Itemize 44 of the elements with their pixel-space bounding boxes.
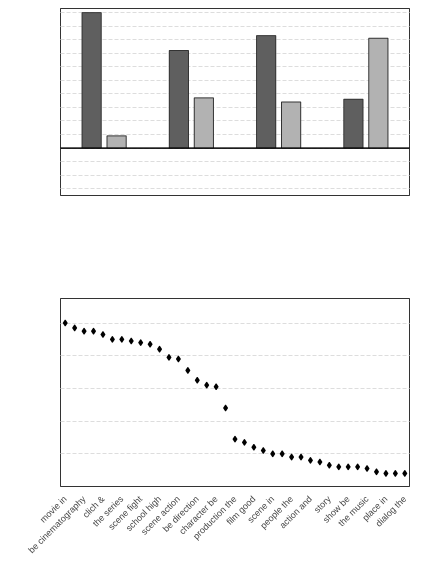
point	[110, 336, 115, 343]
bar	[106, 135, 127, 149]
point	[82, 328, 87, 335]
point	[364, 465, 370, 472]
point	[251, 444, 256, 451]
point	[138, 339, 144, 346]
point	[374, 468, 379, 476]
point	[166, 354, 172, 361]
point	[346, 463, 351, 470]
point	[176, 355, 181, 362]
point	[194, 376, 200, 384]
point	[326, 462, 332, 469]
bar	[82, 12, 102, 149]
point	[119, 336, 124, 343]
point	[280, 450, 285, 458]
point	[148, 340, 153, 348]
point	[317, 458, 322, 466]
point	[157, 346, 162, 353]
point	[383, 470, 388, 477]
point	[392, 470, 398, 477]
point	[308, 456, 313, 464]
point	[336, 463, 342, 470]
point	[91, 328, 96, 335]
point	[402, 470, 408, 477]
point	[242, 438, 247, 446]
point	[185, 366, 190, 374]
point	[62, 320, 68, 327]
bar	[256, 35, 276, 149]
bar	[368, 38, 388, 149]
point	[128, 338, 134, 345]
point	[204, 382, 210, 389]
point	[100, 330, 106, 338]
point	[270, 450, 276, 458]
point	[298, 454, 304, 461]
point	[214, 383, 219, 390]
bar	[281, 102, 302, 149]
point	[355, 463, 360, 470]
bar	[343, 98, 364, 149]
point	[72, 324, 78, 332]
point	[260, 447, 266, 454]
point	[223, 404, 228, 412]
point	[289, 454, 294, 461]
bar	[168, 50, 189, 149]
bar	[194, 97, 214, 149]
